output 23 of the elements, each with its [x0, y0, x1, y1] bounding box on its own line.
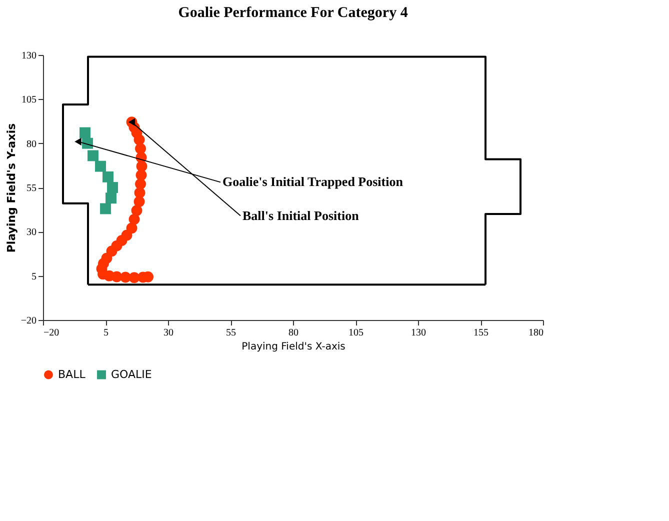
y-tick-label: 30 — [26, 227, 36, 238]
x-tick-label: −20 — [44, 328, 60, 338]
y-axis-title: Playing Field's Y-axis — [4, 122, 18, 253]
x-tick-label: 130 — [411, 328, 426, 338]
y-tick-label: 5 — [32, 271, 36, 282]
x-axis-title: Playing Field's X-axis — [242, 342, 346, 352]
x-tick-label: 105 — [348, 328, 364, 338]
y-tick-label: 55 — [26, 183, 36, 194]
chart-title: Goalie Performance For Category 4 — [178, 5, 408, 21]
y-tick-label: 105 — [22, 94, 36, 106]
y-tick-label: −20 — [20, 316, 36, 326]
x-tick-label: 30 — [164, 328, 174, 338]
y-tick-label: 80 — [26, 138, 36, 150]
x-tick-label: 55 — [226, 328, 236, 338]
x-tick-label: 5 — [104, 328, 108, 338]
x-tick-label: 80 — [288, 328, 298, 338]
legend-label: GOALIE — [111, 368, 152, 381]
x-tick-label: 155 — [474, 328, 488, 338]
x-tick-label: 180 — [528, 328, 544, 338]
annotation: Goalie's Initial Trapped Position — [222, 174, 404, 190]
annotation: Ball's Initial Position — [242, 208, 360, 223]
legend-label: BALL — [58, 368, 86, 381]
y-tick-label: 130 — [22, 50, 36, 62]
